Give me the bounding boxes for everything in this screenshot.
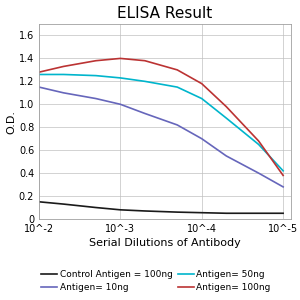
Antigen= 10ng [224,154,228,158]
Control Antigen = 100ng [62,202,65,206]
Antigen= 50ng [281,169,285,172]
Antigen= 10ng [143,112,147,115]
Antigen= 10ng [281,185,285,189]
Antigen= 10ng [62,91,65,94]
Antigen= 100ng [62,64,65,68]
Line: Control Antigen = 100ng: Control Antigen = 100ng [39,202,283,213]
Antigen= 10ng [94,97,98,101]
Control Antigen = 100ng [224,212,228,215]
Control Antigen = 100ng [94,206,98,209]
Line: Antigen= 100ng: Antigen= 100ng [39,58,283,176]
Line: Antigen= 10ng: Antigen= 10ng [39,87,283,187]
Antigen= 100ng [94,59,98,62]
Antigen= 50ng [118,76,122,80]
Antigen= 50ng [176,85,179,89]
Control Antigen = 100ng [37,200,41,204]
Antigen= 100ng [118,57,122,60]
Control Antigen = 100ng [118,208,122,211]
Antigen= 10ng [37,85,41,89]
Antigen= 50ng [143,80,147,83]
Antigen= 50ng [257,142,260,146]
Control Antigen = 100ng [143,209,147,213]
Line: Antigen= 50ng: Antigen= 50ng [39,74,283,171]
Antigen= 100ng [143,59,147,62]
Control Antigen = 100ng [176,210,179,214]
Antigen= 50ng [224,116,228,120]
Antigen= 100ng [257,139,260,143]
Antigen= 100ng [281,174,285,177]
Antigen= 100ng [176,68,179,72]
X-axis label: Serial Dilutions of Antibody: Serial Dilutions of Antibody [89,238,241,248]
Antigen= 50ng [94,74,98,77]
Antigen= 50ng [62,73,65,76]
Legend: Control Antigen = 100ng, Antigen= 10ng, Antigen= 50ng, Antigen= 100ng: Control Antigen = 100ng, Antigen= 10ng, … [38,267,274,296]
Y-axis label: O.D.: O.D. [6,110,16,134]
Antigen= 50ng [37,73,41,76]
Antigen= 10ng [118,103,122,106]
Control Antigen = 100ng [200,211,203,214]
Antigen= 100ng [200,82,203,85]
Antigen= 10ng [176,123,179,127]
Antigen= 10ng [200,137,203,140]
Antigen= 100ng [224,105,228,108]
Control Antigen = 100ng [257,212,260,215]
Antigen= 100ng [37,70,41,74]
Antigen= 50ng [200,97,203,101]
Antigen= 10ng [257,171,260,175]
Title: ELISA Result: ELISA Result [117,6,213,21]
Control Antigen = 100ng [281,212,285,215]
